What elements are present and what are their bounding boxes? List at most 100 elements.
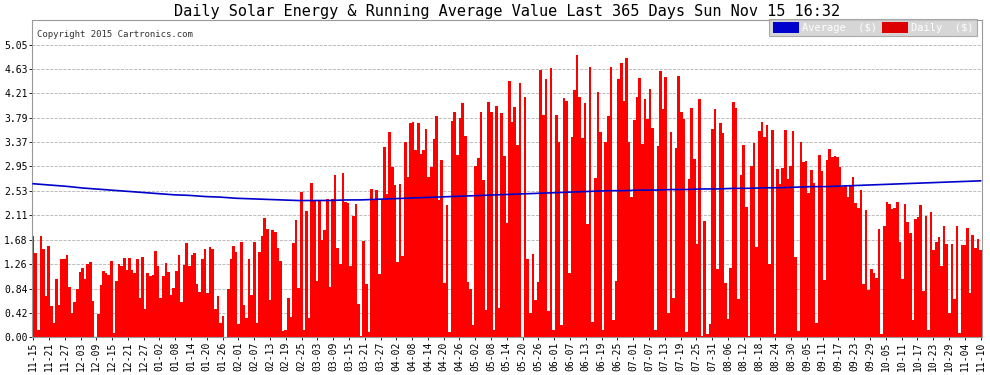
Bar bbox=[605, 142, 607, 337]
Bar bbox=[631, 197, 633, 337]
Bar bbox=[969, 293, 971, 337]
Bar bbox=[162, 276, 164, 337]
Bar bbox=[147, 273, 148, 337]
Bar bbox=[354, 204, 357, 337]
Bar bbox=[714, 109, 717, 337]
Bar bbox=[776, 170, 779, 337]
Bar bbox=[191, 255, 193, 337]
Bar bbox=[626, 58, 628, 337]
Bar bbox=[139, 298, 142, 337]
Bar bbox=[633, 120, 636, 337]
Bar bbox=[430, 167, 433, 337]
Bar bbox=[287, 298, 289, 337]
Bar bbox=[318, 200, 321, 337]
Bar bbox=[92, 301, 94, 337]
Bar bbox=[378, 274, 380, 337]
Bar bbox=[612, 320, 615, 337]
Bar bbox=[342, 172, 345, 337]
Bar bbox=[547, 311, 549, 337]
Bar bbox=[60, 260, 63, 337]
Bar bbox=[742, 146, 745, 337]
Bar bbox=[78, 272, 81, 337]
Bar bbox=[730, 268, 732, 337]
Bar bbox=[586, 224, 589, 337]
Bar bbox=[461, 103, 464, 337]
Bar bbox=[904, 204, 907, 337]
Bar bbox=[693, 159, 696, 337]
Bar bbox=[878, 229, 880, 337]
Bar bbox=[222, 316, 225, 337]
Bar bbox=[76, 289, 78, 337]
Bar bbox=[495, 106, 498, 337]
Bar bbox=[542, 116, 545, 337]
Bar bbox=[963, 245, 966, 337]
Bar bbox=[175, 271, 177, 337]
Bar bbox=[359, 336, 362, 337]
Bar bbox=[183, 264, 185, 337]
Bar bbox=[851, 177, 854, 337]
Bar bbox=[81, 268, 84, 337]
Bar bbox=[255, 323, 258, 337]
Bar bbox=[519, 83, 521, 337]
Bar bbox=[115, 281, 118, 337]
Bar bbox=[560, 325, 563, 337]
Bar bbox=[846, 196, 849, 337]
Bar bbox=[367, 332, 370, 337]
Bar bbox=[248, 259, 250, 337]
Bar bbox=[240, 242, 243, 337]
Bar bbox=[966, 228, 969, 337]
Bar bbox=[839, 167, 842, 337]
Bar bbox=[792, 131, 795, 337]
Bar bbox=[268, 300, 271, 337]
Bar bbox=[831, 157, 834, 337]
Bar bbox=[701, 336, 703, 337]
Bar bbox=[826, 160, 829, 337]
Bar bbox=[357, 304, 359, 337]
Bar bbox=[487, 102, 490, 337]
Bar bbox=[602, 330, 605, 337]
Bar bbox=[349, 266, 352, 337]
Bar bbox=[656, 146, 659, 337]
Bar bbox=[940, 266, 942, 337]
Bar bbox=[170, 296, 172, 337]
Bar bbox=[261, 236, 263, 337]
Bar bbox=[373, 199, 375, 337]
Bar bbox=[549, 68, 552, 337]
Bar bbox=[230, 259, 233, 337]
Bar bbox=[672, 298, 675, 337]
Bar bbox=[752, 143, 755, 337]
Bar bbox=[760, 122, 763, 337]
Bar bbox=[84, 279, 86, 337]
Bar bbox=[651, 128, 654, 337]
Bar bbox=[610, 66, 612, 337]
Bar bbox=[43, 249, 45, 337]
Bar bbox=[506, 224, 508, 337]
Bar bbox=[537, 282, 540, 337]
Bar bbox=[875, 278, 878, 337]
Bar bbox=[177, 255, 180, 337]
Bar bbox=[57, 305, 60, 337]
Bar bbox=[843, 186, 846, 337]
Bar bbox=[73, 302, 76, 337]
Bar bbox=[339, 264, 342, 337]
Bar bbox=[899, 242, 901, 337]
Bar bbox=[680, 112, 682, 337]
Bar bbox=[842, 187, 843, 337]
Bar bbox=[71, 313, 73, 337]
Bar bbox=[956, 226, 958, 337]
Bar bbox=[597, 92, 599, 337]
Bar bbox=[864, 210, 867, 337]
Bar bbox=[469, 289, 471, 337]
Bar bbox=[641, 144, 644, 337]
Bar bbox=[303, 330, 305, 337]
Bar bbox=[933, 250, 935, 337]
Bar bbox=[316, 281, 318, 337]
Bar bbox=[805, 161, 808, 337]
Bar bbox=[253, 242, 255, 337]
Bar bbox=[862, 284, 864, 337]
Bar bbox=[727, 319, 730, 337]
Bar bbox=[180, 302, 183, 337]
Bar bbox=[97, 314, 100, 337]
Bar bbox=[738, 299, 740, 337]
Bar bbox=[388, 132, 391, 337]
